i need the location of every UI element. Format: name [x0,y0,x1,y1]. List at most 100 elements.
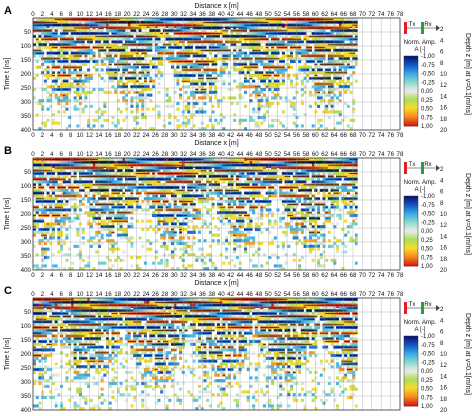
amplitude-cell [330,37,334,41]
reflector-line [84,195,88,197]
amplitude-cell [244,32,248,36]
reflector-line [84,162,88,163]
reflector-line [198,61,202,62]
amplitude-cell [84,57,88,61]
reflector-line [187,61,191,62]
amplitude-cell [319,23,323,27]
amplitude-cell [257,104,261,108]
amplitude-cell [38,127,42,130]
reflector-line [162,24,166,26]
amplitude-cell [33,18,37,22]
amplitude-cell [157,104,161,108]
reflector-line [97,27,101,29]
amplitude-cell [124,46,128,50]
amplitude-cell [33,208,37,212]
reflector-line [38,178,42,180]
amplitude-cell [135,107,139,111]
reflector-line [141,22,145,23]
reflector-line [41,58,45,60]
amplitude-cell [306,37,310,41]
reflector-line [73,162,77,163]
amplitude-cell [225,32,229,36]
reflector-line [198,33,202,34]
amplitude-cell [60,54,64,58]
amplitude-cell [43,88,47,92]
reflector-line [138,72,142,74]
reflector-line [206,69,210,71]
reflector-line [333,50,337,51]
amplitude-cell [252,26,256,30]
reflector-line [97,209,101,211]
amplitude-cell [127,65,131,69]
amplitude-cell [68,90,72,94]
reflector-line [57,61,61,62]
amplitude-cell [51,264,55,268]
amplitude-cell [216,37,220,41]
amplitude-cell [54,211,58,215]
amplitude-cell [97,54,101,58]
amplitude-cell [119,110,123,114]
reflector-line [51,192,55,194]
reflector-line [84,27,88,29]
reflector-line [84,19,88,20]
reflector-line [73,187,77,188]
reflector-line [260,58,264,60]
amplitude-cell [92,43,96,47]
amplitude-cell [49,236,53,240]
reflector-line [170,61,174,62]
amplitude-cell [303,65,307,69]
amplitude-cell [230,32,234,36]
reflector-line [76,19,80,20]
amplitude-cell [176,34,180,38]
amplitude-cell [35,253,39,257]
amplitude-cell [62,26,66,30]
amplitude-cell [295,82,299,86]
amplitude-cell [84,79,88,83]
amplitude-cell [203,90,207,94]
amplitude-cell [89,127,93,130]
reflector-line [62,61,66,62]
amplitude-cell [284,99,288,103]
amplitude-cell [97,230,101,234]
amplitude-cell [187,34,191,38]
reflector-line [246,38,250,40]
amplitude-cell [254,54,258,58]
amplitude-cell [38,239,42,243]
reflector-line [78,61,82,62]
amplitude-cell [68,99,72,103]
reflector-line [184,69,188,71]
reflector-line [211,69,215,71]
amplitude-cell [146,82,150,86]
amplitude-cell [95,62,99,66]
reflector-line [214,19,218,20]
reflector-line [60,75,64,76]
amplitude-cell [38,242,42,246]
amplitude-cell [51,222,55,226]
amplitude-cell [189,79,193,83]
amplitude-cell [81,110,85,114]
reflector-line [249,44,253,46]
amplitude-cell [233,37,237,41]
amplitude-cell [349,90,353,94]
reflector-line [354,38,358,40]
reflector-line [352,52,356,54]
reflector-line [308,41,312,43]
reflector-line [338,30,342,32]
amplitude-cell [230,65,234,69]
amplitude-cell [65,48,69,52]
amplitude-cell [254,26,258,30]
reflector-line [111,69,115,71]
amplitude-cell [135,121,139,125]
reflector-line [106,226,110,228]
amplitude-cell [314,29,318,33]
amplitude-cell [273,118,277,122]
amplitude-cell [303,85,307,89]
reflector-line [138,64,142,65]
reflector-line [187,75,191,76]
x-tick-label-bottom: 22 [133,132,140,139]
reflector-line [84,33,88,34]
amplitude-cell [203,127,207,130]
reflector-line [241,30,245,32]
amplitude-cell [60,169,64,173]
radargram [33,18,358,130]
